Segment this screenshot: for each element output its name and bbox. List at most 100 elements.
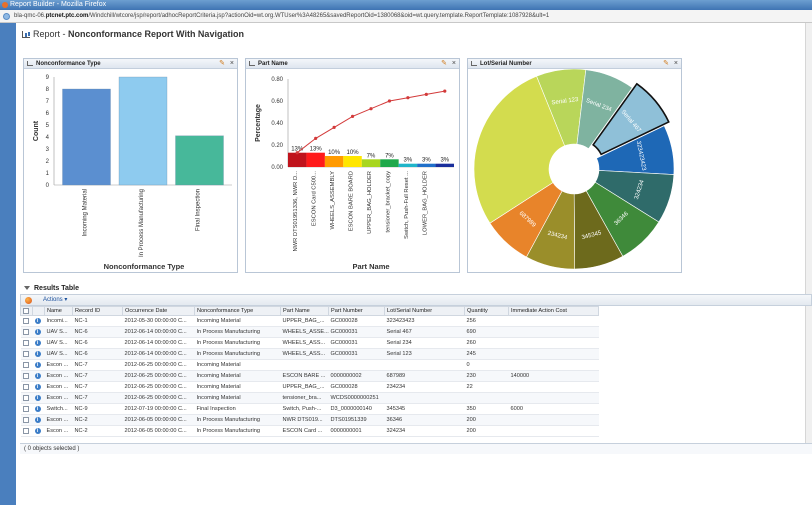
column-header[interactable]: Record ID xyxy=(72,306,123,316)
table-row[interactable]: i UAV S... NC-6 2012-06-14 00:00:00 C... In … xyxy=(20,337,599,349)
table-cell: 687989 xyxy=(384,370,465,382)
info-icon[interactable]: i xyxy=(34,427,41,434)
data-label: 13% xyxy=(310,147,323,153)
row-checkbox[interactable] xyxy=(22,416,29,423)
table-cell xyxy=(508,392,599,404)
table-cell: Switch... xyxy=(44,403,73,415)
table-row[interactable]: i Escon ... NC-2 2012-06-05 00:00:00 C... In… xyxy=(20,414,599,426)
address-domain: ptcnet.ptc.com xyxy=(45,13,89,19)
table-row[interactable]: i Switch... NC-9 2012-07-19 00:00:00 C... Fi… xyxy=(20,403,599,415)
column-header[interactable]: Part Number xyxy=(328,306,385,316)
actions-menu[interactable]: Actions ▾ xyxy=(43,297,68,303)
info-icon[interactable]: i xyxy=(34,339,41,346)
info-icon[interactable]: i xyxy=(34,361,41,368)
address-path: /Windchill/wtcore/jsp/report/adhocReport… xyxy=(88,13,550,19)
edit-icon[interactable]: ✎ xyxy=(441,60,447,67)
select-all-checkbox[interactable] xyxy=(23,307,29,314)
row-select-cell xyxy=(20,315,33,327)
table-cell xyxy=(508,359,599,371)
info-icon[interactable]: i xyxy=(34,317,41,324)
action-menu-icon[interactable] xyxy=(25,297,32,304)
panel-part-name: Part Name ✎ × 0.00 0.20 0.40 0.60 0.80 13% 13%… xyxy=(245,58,460,273)
table-cell: 2012-06-25 00:00:00 C... xyxy=(122,370,195,382)
column-header[interactable]: Lot/Serial Number xyxy=(384,306,465,316)
collapse-triangle-icon[interactable] xyxy=(24,286,30,290)
row-checkbox[interactable] xyxy=(22,383,29,390)
row-checkbox[interactable] xyxy=(22,427,29,434)
bar-5 xyxy=(380,159,399,167)
table-row[interactable]: i Escon ... NC-2 2012-06-05 00:00:00 C... In… xyxy=(20,425,599,437)
column-header[interactable]: Nonconformance Type xyxy=(194,306,281,316)
chart-icon xyxy=(249,61,255,66)
column-header[interactable]: Immediate Action Cost xyxy=(508,306,599,316)
table-cell: 260 xyxy=(464,337,509,349)
edit-icon[interactable]: ✎ xyxy=(663,60,669,67)
row-select-cell xyxy=(20,370,33,382)
x-tick-label: Switch, Push-Full Reset ... xyxy=(404,171,410,239)
row-checkbox[interactable] xyxy=(22,350,29,357)
table-row[interactable]: i Incomi... NC-1 2012-05-30 00:00:00 C... In… xyxy=(20,315,599,327)
edit-icon[interactable]: ✎ xyxy=(219,60,225,67)
column-header[interactable]: Occurrence Date xyxy=(122,306,195,316)
results-table-header[interactable]: Results Table xyxy=(20,283,812,294)
table-row[interactable]: i Escon ... NC-7 2012-06-25 00:00:00 C... In… xyxy=(20,359,599,371)
column-header[interactable] xyxy=(32,306,45,316)
column-header[interactable]: Quantity xyxy=(464,306,509,316)
table-cell: 2012-06-25 00:00:00 C... xyxy=(122,381,195,393)
row-checkbox[interactable] xyxy=(22,405,29,412)
table-cell: GC000028 xyxy=(328,315,385,327)
info-icon[interactable]: i xyxy=(34,405,41,412)
table-cell xyxy=(508,425,599,437)
x-tick-label: WHEELS_ASSEMBLY xyxy=(330,171,336,230)
x-tick-label: LOWER_BAG_HOLDER xyxy=(422,171,428,235)
table-cell: Final Inspection xyxy=(194,403,281,415)
nonconformance-bar-chart: 0 1 2 3 4 5 6 7 8 9 Incoming Material In Process Ma… xyxy=(33,75,232,271)
info-icon[interactable]: i xyxy=(34,350,41,357)
row-checkbox[interactable] xyxy=(22,394,29,401)
table-row[interactable]: i Escon ... NC-7 2012-06-25 00:00:00 C... In… xyxy=(20,381,599,393)
column-header[interactable]: Name xyxy=(44,306,73,316)
row-select-cell xyxy=(20,403,33,415)
address-bar[interactable]: bla-qmc-06.ptcnet.ptc.com/Windchill/wtco… xyxy=(0,10,812,23)
table-cell: GC000031 xyxy=(328,337,385,349)
row-checkbox[interactable] xyxy=(22,339,29,346)
table-row[interactable]: i Escon ... NC-7 2012-06-25 00:00:00 C... In… xyxy=(20,392,599,404)
x-tick-label: NWR DTS01951336, NWR D... xyxy=(293,171,299,252)
table-row[interactable]: i UAV S... NC-6 2012-06-14 00:00:00 C... In … xyxy=(20,326,599,338)
info-icon[interactable]: i xyxy=(34,328,41,335)
info-icon[interactable]: i xyxy=(34,383,41,390)
page-scrollbar[interactable] xyxy=(805,23,812,505)
column-header[interactable] xyxy=(20,306,33,316)
table-cell: 245 xyxy=(464,348,509,360)
table-cell: Escon ... xyxy=(44,370,73,382)
table-cell: NWR DTS019... xyxy=(280,414,329,426)
info-icon[interactable]: i xyxy=(34,394,41,401)
firefox-icon xyxy=(2,2,8,8)
table-cell: Incoming Material xyxy=(194,359,281,371)
y-axis-title: Count xyxy=(33,120,40,141)
report-chart-icon xyxy=(22,31,30,38)
row-info-cell: i xyxy=(32,359,45,371)
column-header[interactable]: Part Name xyxy=(280,306,329,316)
close-icon[interactable]: × xyxy=(451,60,456,67)
cumulative-point-6 xyxy=(406,96,410,100)
results-grid: Name Record ID Occurrence Date Nonconforman… xyxy=(20,306,812,437)
close-icon[interactable]: × xyxy=(673,60,678,67)
donut-slice-1 xyxy=(576,69,633,150)
table-cell: In Process Manufacturing xyxy=(194,414,281,426)
row-checkbox[interactable] xyxy=(22,328,29,335)
close-icon[interactable]: × xyxy=(229,60,234,67)
table-row[interactable]: i Escon ... NC-7 2012-06-25 00:00:00 C... In… xyxy=(20,370,599,382)
row-checkbox[interactable] xyxy=(22,372,29,379)
cumulative-point-4 xyxy=(369,107,373,111)
info-icon[interactable]: i xyxy=(34,416,41,423)
panel-header: Lot/Serial Number ✎ × xyxy=(468,59,681,69)
table-cell: Escon ... xyxy=(44,392,73,404)
row-select-cell xyxy=(20,381,33,393)
table-row[interactable]: i UAV S... NC-6 2012-06-14 00:00:00 C... In … xyxy=(20,348,599,360)
row-checkbox[interactable] xyxy=(22,361,29,368)
row-checkbox[interactable] xyxy=(22,317,29,324)
info-icon[interactable]: i xyxy=(34,372,41,379)
panel-title: Nonconformance Type xyxy=(36,61,101,67)
